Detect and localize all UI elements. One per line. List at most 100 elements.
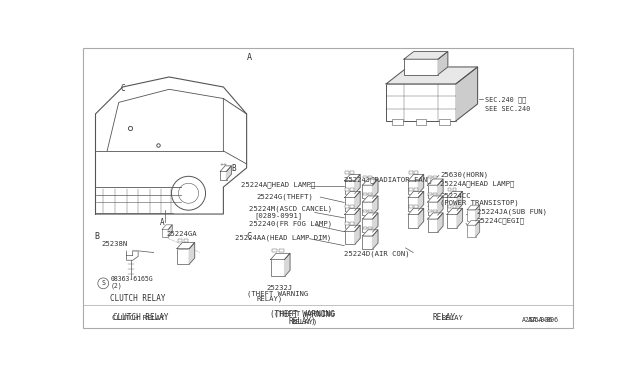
Text: B: B: [231, 164, 236, 173]
Bar: [271, 260, 285, 276]
Bar: [184, 239, 188, 242]
Bar: [409, 188, 413, 191]
Bar: [447, 214, 457, 228]
Text: (THEFT WARNING: (THEFT WARNING: [270, 310, 335, 319]
Bar: [221, 164, 223, 166]
Bar: [467, 225, 476, 237]
Polygon shape: [355, 225, 360, 244]
Bar: [409, 171, 413, 174]
Bar: [414, 188, 417, 191]
Polygon shape: [408, 208, 424, 214]
Bar: [351, 171, 354, 174]
Bar: [363, 176, 367, 178]
Text: (THEFT WARNING: (THEFT WARNING: [274, 311, 335, 317]
Text: A: A: [246, 53, 252, 62]
Polygon shape: [457, 208, 463, 228]
Bar: [368, 176, 372, 178]
Polygon shape: [189, 243, 195, 264]
Text: (THEFT WARNING: (THEFT WARNING: [246, 291, 308, 297]
Polygon shape: [467, 205, 479, 210]
Polygon shape: [362, 213, 378, 219]
Polygon shape: [372, 230, 378, 249]
Bar: [452, 205, 456, 208]
Polygon shape: [362, 196, 378, 202]
Text: A: A: [160, 218, 164, 227]
Bar: [346, 222, 349, 225]
Polygon shape: [438, 179, 443, 198]
Bar: [345, 180, 355, 194]
Polygon shape: [428, 196, 443, 202]
Polygon shape: [355, 174, 360, 194]
Polygon shape: [355, 208, 360, 228]
Text: 25224A〈HEAD LAMP〉: 25224A〈HEAD LAMP〉: [440, 181, 515, 187]
Text: 25224CC: 25224CC: [440, 193, 471, 199]
Polygon shape: [227, 166, 232, 180]
Bar: [433, 193, 437, 195]
Text: RELAY): RELAY): [292, 318, 318, 325]
Text: SEE SEC.240: SEE SEC.240: [484, 106, 530, 112]
Polygon shape: [447, 208, 463, 214]
Text: 25224AA(HEAD LAMP DIM): 25224AA(HEAD LAMP DIM): [235, 235, 332, 241]
Bar: [433, 209, 437, 212]
Bar: [351, 205, 354, 208]
Text: 25224GA: 25224GA: [167, 231, 197, 237]
Bar: [368, 193, 372, 195]
Polygon shape: [428, 213, 443, 219]
Text: CLUTCH RELAY: CLUTCH RELAY: [113, 314, 168, 323]
Bar: [428, 193, 432, 195]
Polygon shape: [456, 67, 477, 121]
Polygon shape: [408, 174, 424, 180]
Bar: [428, 185, 438, 198]
Text: 25232J: 25232J: [266, 285, 292, 291]
Text: CLUTCH RELAY: CLUTCH RELAY: [112, 315, 164, 321]
Polygon shape: [476, 205, 479, 221]
Text: B: B: [94, 232, 99, 241]
Polygon shape: [372, 196, 378, 215]
Text: 252240(FR FOG LAMP): 252240(FR FOG LAMP): [249, 220, 332, 227]
Bar: [447, 205, 451, 208]
Polygon shape: [345, 191, 360, 198]
Bar: [428, 219, 438, 232]
Text: 25224JA(SUB FUN): 25224JA(SUB FUN): [477, 208, 547, 215]
Bar: [363, 209, 367, 212]
Bar: [346, 205, 349, 208]
Bar: [345, 198, 355, 211]
Bar: [278, 249, 284, 253]
Text: 25224D(AIR CON): 25224D(AIR CON): [344, 251, 409, 257]
Text: S: S: [101, 280, 105, 286]
Bar: [363, 193, 367, 195]
Bar: [177, 249, 189, 264]
Text: RELAY): RELAY): [289, 317, 316, 326]
Text: RELAY: RELAY: [441, 315, 463, 321]
Bar: [178, 239, 182, 242]
Bar: [433, 176, 437, 178]
Polygon shape: [404, 52, 448, 59]
Text: RELAY): RELAY): [257, 295, 283, 302]
Polygon shape: [447, 191, 463, 198]
Bar: [346, 188, 349, 191]
Polygon shape: [372, 179, 378, 198]
Bar: [428, 209, 432, 212]
Bar: [414, 205, 417, 208]
Text: 25224A〈HEAD LAMP〉: 25224A〈HEAD LAMP〉: [241, 182, 316, 188]
Bar: [345, 231, 355, 244]
Bar: [271, 249, 276, 253]
Polygon shape: [467, 221, 479, 225]
Text: (2): (2): [111, 283, 123, 289]
Bar: [345, 214, 355, 228]
Bar: [415, 119, 426, 125]
Bar: [408, 214, 419, 228]
Polygon shape: [372, 213, 378, 232]
Bar: [414, 171, 417, 174]
Polygon shape: [285, 253, 290, 276]
Polygon shape: [355, 191, 360, 211]
Bar: [224, 164, 226, 166]
Polygon shape: [345, 174, 360, 180]
Text: C: C: [120, 84, 125, 93]
Bar: [439, 119, 450, 125]
Text: RELAY: RELAY: [433, 314, 456, 323]
Polygon shape: [95, 77, 246, 214]
Bar: [392, 119, 403, 125]
Bar: [428, 202, 438, 215]
Polygon shape: [127, 251, 138, 260]
